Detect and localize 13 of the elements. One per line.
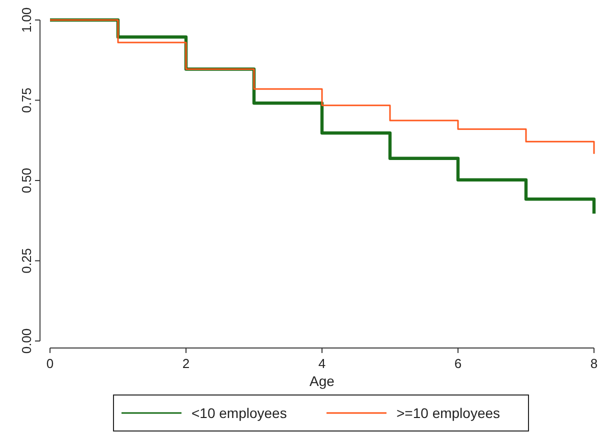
x-tick-label: 8	[590, 356, 598, 371]
x-tick-label: 0	[46, 356, 54, 371]
y-tick-label: 0.50	[19, 168, 34, 194]
x-tick-label: 6	[454, 356, 462, 371]
y-tick-label: 0.25	[19, 248, 34, 274]
legend-label: >=10 employees	[396, 405, 500, 421]
y-tick-label: 0.00	[19, 328, 34, 354]
legend-label: <10 employees	[192, 405, 287, 421]
x-tick-label: 4	[318, 356, 326, 371]
x-axis-title: Age	[310, 373, 335, 389]
y-tick-label: 1.00	[19, 7, 34, 33]
x-tick-label: 2	[182, 356, 190, 371]
y-tick-label: 0.75	[19, 88, 34, 113]
